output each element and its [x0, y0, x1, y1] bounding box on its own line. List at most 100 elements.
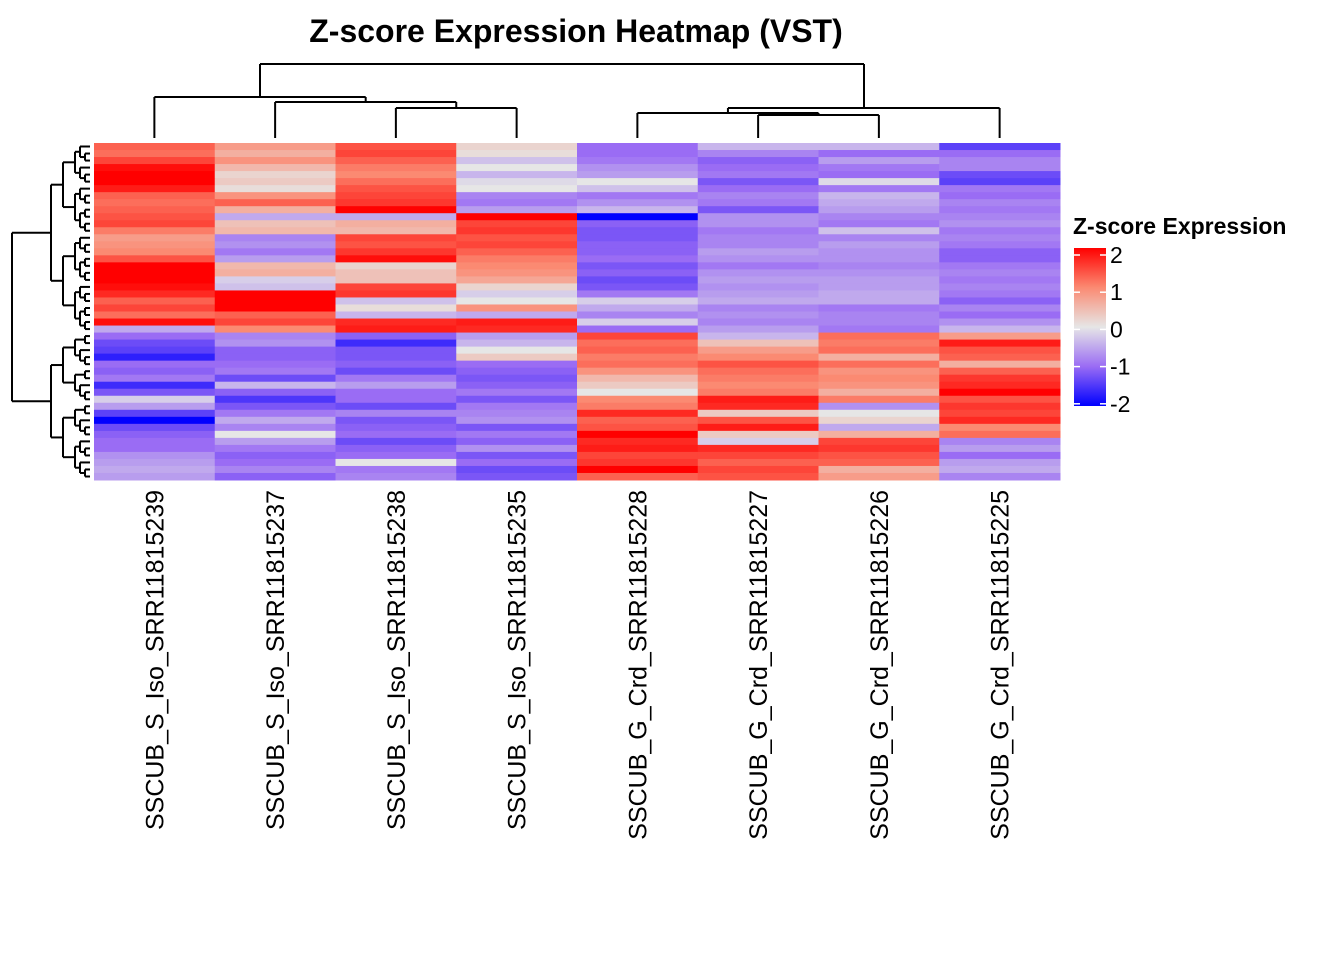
heatmap-cell — [456, 388, 578, 397]
heatmap-cell — [335, 206, 457, 214]
heatmap-cell — [939, 381, 1061, 390]
heatmap-cell — [697, 332, 819, 341]
heatmap-cell — [697, 374, 819, 383]
heatmap-cell — [697, 157, 819, 165]
heatmap-cell — [214, 220, 336, 228]
heatmap-cell — [456, 192, 578, 200]
heatmap-cell — [697, 178, 819, 186]
heatmap-cell — [335, 143, 457, 151]
heatmap-cell — [939, 143, 1061, 151]
heatmap-cell — [214, 262, 336, 270]
heatmap-cell — [939, 395, 1061, 404]
heatmap-cell — [939, 304, 1061, 312]
heatmap-cell — [456, 143, 578, 151]
column-label: SSCUB_G_Crd_SRR11815228 — [624, 490, 652, 840]
heatmap-cell — [577, 241, 699, 249]
heatmap-cell — [335, 360, 457, 369]
heatmap-cell — [577, 248, 699, 256]
heatmap-cell — [456, 234, 578, 242]
heatmap-cell — [939, 416, 1061, 425]
heatmap-cell — [577, 234, 699, 242]
heatmap-cell — [577, 290, 699, 298]
heatmap-cell — [818, 192, 940, 200]
heatmap-cell — [818, 178, 940, 186]
heatmap-cell — [818, 199, 940, 207]
heatmap-cell — [214, 388, 336, 397]
legend-tick-label: -2 — [1110, 391, 1130, 417]
heatmap-cell — [214, 192, 336, 200]
heatmap-cell — [939, 353, 1061, 362]
heatmap-cell — [818, 304, 940, 312]
heatmap-cell — [697, 416, 819, 425]
heatmap-cell — [818, 458, 940, 467]
heatmap-cell — [456, 472, 578, 481]
heatmap-cell — [577, 437, 699, 446]
heatmap-cell — [577, 283, 699, 291]
heatmap-cell — [214, 255, 336, 263]
heatmap-cell — [214, 185, 336, 193]
heatmap-cell — [939, 255, 1061, 263]
heatmap-cell — [818, 325, 940, 334]
heatmap-cell — [94, 311, 216, 320]
heatmap-cell — [939, 283, 1061, 291]
heatmap-cell — [335, 241, 457, 249]
heatmap-cell — [577, 416, 699, 425]
heatmap-cell — [939, 437, 1061, 446]
heatmap-cell — [214, 248, 336, 256]
heatmap-cell — [697, 192, 819, 200]
heatmap-cell — [94, 465, 216, 474]
heatmap-cell — [697, 248, 819, 256]
heatmap-cell — [939, 297, 1061, 305]
heatmap-cell — [94, 360, 216, 369]
heatmap-cell — [214, 423, 336, 432]
heatmap-cell — [577, 157, 699, 165]
heatmap-cell — [818, 248, 940, 256]
heatmap-cell — [697, 185, 819, 193]
heatmap-cell — [214, 241, 336, 249]
heatmap-cell — [939, 171, 1061, 179]
heatmap-cell — [456, 451, 578, 460]
heatmap-cell — [214, 346, 336, 355]
column-label: SSCUB_G_Crd_SRR11815227 — [745, 490, 773, 840]
heatmap-cell — [335, 332, 457, 341]
heatmap-cell — [335, 451, 457, 460]
heatmap-cell — [939, 332, 1061, 341]
heatmap-cell — [697, 367, 819, 376]
heatmap-cell — [818, 437, 940, 446]
heatmap-cell — [94, 451, 216, 460]
heatmap-cell — [697, 430, 819, 439]
heatmap-cell — [818, 220, 940, 228]
heatmap-cell — [697, 262, 819, 270]
heatmap-cell — [697, 213, 819, 221]
heatmap-cell — [214, 304, 336, 312]
heatmap-cell — [577, 339, 699, 348]
heatmap-cell — [697, 241, 819, 249]
heatmap-cell — [577, 381, 699, 390]
heatmap-cell — [335, 318, 457, 327]
heatmap-cell — [94, 241, 216, 249]
heatmap-cell — [939, 220, 1061, 228]
heatmap-cell — [94, 220, 216, 228]
heatmap-cell — [335, 388, 457, 397]
heatmap-cell — [456, 437, 578, 446]
heatmap-cell — [456, 157, 578, 165]
legend-tick-label: 0 — [1110, 316, 1123, 342]
heatmap-cell — [456, 199, 578, 207]
heatmap-cell — [456, 367, 578, 376]
heatmap-cell — [818, 185, 940, 193]
heatmap-cell — [456, 248, 578, 256]
heatmap-cell — [577, 255, 699, 263]
heatmap-cell — [939, 346, 1061, 355]
heatmap-cell — [214, 150, 336, 158]
heatmap-cell — [335, 164, 457, 172]
heatmap-cell — [214, 199, 336, 207]
heatmap-cell — [697, 353, 819, 362]
heatmap-cell — [335, 220, 457, 228]
heatmap-cell — [94, 458, 216, 467]
heatmap-cell — [335, 402, 457, 411]
heatmap-cell — [697, 206, 819, 214]
heatmap-cell — [456, 164, 578, 172]
heatmap-cell — [697, 150, 819, 158]
heatmap-cell — [214, 171, 336, 179]
heatmap-cell — [94, 234, 216, 242]
